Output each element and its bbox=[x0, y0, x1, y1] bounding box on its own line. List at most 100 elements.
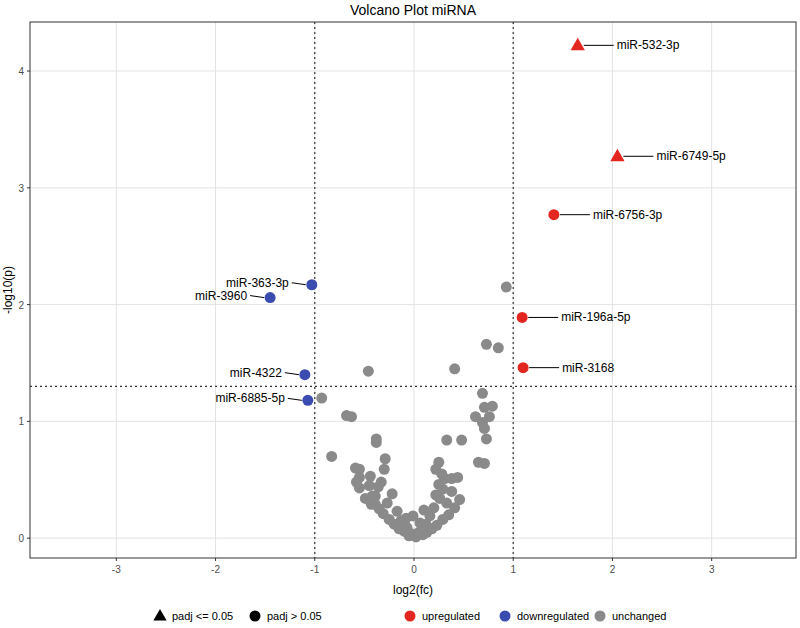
y-tick bbox=[27, 187, 30, 188]
point bbox=[382, 498, 393, 509]
point bbox=[493, 342, 504, 353]
label-connector bbox=[623, 156, 653, 157]
point bbox=[452, 472, 463, 483]
y-tick-label: 2 bbox=[18, 300, 24, 311]
point-label: miR-4322 bbox=[230, 366, 282, 380]
legend-label: unchanged bbox=[612, 610, 666, 622]
point bbox=[371, 437, 382, 448]
x-grid-line bbox=[116, 22, 117, 558]
label-connector bbox=[529, 367, 559, 368]
point bbox=[441, 435, 452, 446]
point bbox=[360, 493, 371, 504]
chart-svg: miR-532-3pmiR-6749-5pmiR-6756-3pmiR-196a… bbox=[0, 0, 800, 628]
x-grid-line bbox=[314, 22, 315, 558]
point bbox=[473, 457, 484, 468]
point bbox=[501, 282, 512, 293]
point bbox=[418, 505, 429, 516]
point bbox=[548, 209, 559, 220]
point bbox=[487, 401, 498, 412]
point bbox=[449, 363, 460, 374]
point bbox=[481, 433, 492, 444]
point bbox=[441, 498, 452, 509]
legend-symbol bbox=[405, 611, 416, 622]
point-label: miR-6885-5p bbox=[215, 391, 285, 405]
point bbox=[354, 482, 365, 493]
point-label: miR-3960 bbox=[195, 289, 247, 303]
point bbox=[517, 312, 528, 323]
point bbox=[380, 453, 391, 464]
point bbox=[365, 471, 376, 482]
x-grid-line bbox=[513, 22, 514, 558]
x-tick bbox=[711, 558, 712, 561]
x-threshold-line bbox=[513, 22, 514, 558]
point bbox=[477, 388, 488, 399]
point bbox=[376, 477, 387, 488]
x-tick-label: 1 bbox=[510, 564, 516, 575]
point-label: miR-532-3p bbox=[617, 38, 680, 52]
label-connector bbox=[560, 214, 590, 215]
y-tick-label: 1 bbox=[18, 416, 24, 427]
x-threshold-line bbox=[314, 22, 315, 558]
point bbox=[379, 464, 390, 475]
legend-symbol bbox=[500, 611, 511, 622]
y-tick bbox=[27, 71, 30, 72]
y-grid-line bbox=[30, 421, 796, 422]
legend-label: padj > 0.05 bbox=[267, 610, 322, 622]
label-connector bbox=[285, 373, 299, 375]
point bbox=[326, 451, 337, 462]
point bbox=[306, 279, 317, 290]
legend-symbol bbox=[250, 611, 261, 622]
point-triangle bbox=[610, 149, 624, 161]
y-tick bbox=[27, 421, 30, 422]
point bbox=[370, 499, 381, 510]
point-label: miR-6749-5p bbox=[656, 149, 726, 163]
label-connector bbox=[584, 45, 614, 46]
points-group bbox=[265, 38, 625, 543]
chart-title: Volcano Plot miRNA bbox=[350, 2, 477, 18]
x-tick bbox=[314, 558, 315, 561]
x-tick bbox=[612, 558, 613, 561]
point-label: miR-3168 bbox=[562, 361, 614, 375]
point-triangle bbox=[571, 38, 585, 50]
point bbox=[363, 366, 374, 377]
x-tick-label: -2 bbox=[211, 564, 220, 575]
y-grid-line bbox=[30, 187, 796, 188]
y-grid-line bbox=[30, 304, 796, 305]
point bbox=[299, 369, 310, 380]
label-connector bbox=[250, 296, 264, 298]
x-grid-line bbox=[413, 22, 414, 558]
x-grid-line bbox=[711, 22, 712, 558]
legend-symbol bbox=[595, 611, 606, 622]
point bbox=[302, 395, 313, 406]
x-tick-label: 3 bbox=[709, 564, 715, 575]
y-tick-label: 3 bbox=[18, 183, 24, 194]
y-tick-label: 4 bbox=[18, 66, 24, 77]
x-tick-label: -3 bbox=[112, 564, 121, 575]
plot-background bbox=[30, 22, 796, 558]
point bbox=[456, 435, 467, 446]
point bbox=[346, 411, 357, 422]
y-tick-label: 0 bbox=[18, 533, 24, 544]
x-axis-title: log2(fc) bbox=[393, 583, 433, 597]
x-tick-label: 0 bbox=[411, 564, 417, 575]
legend-label: padj <= 0.05 bbox=[172, 610, 233, 622]
plot-frame bbox=[30, 22, 796, 558]
x-grid-line bbox=[612, 22, 613, 558]
x-tick bbox=[513, 558, 514, 561]
legend-symbol bbox=[153, 609, 166, 621]
x-tick bbox=[116, 558, 117, 561]
chart-container: miR-532-3pmiR-6749-5pmiR-6756-3pmiR-196a… bbox=[0, 0, 800, 628]
label-connector bbox=[528, 317, 558, 318]
point bbox=[401, 513, 412, 524]
x-tick bbox=[215, 558, 216, 561]
y-grid-line bbox=[30, 71, 796, 72]
x-tick bbox=[413, 558, 414, 561]
label-connector bbox=[292, 283, 306, 285]
legend-label: downregulated bbox=[517, 610, 589, 622]
y-threshold-line bbox=[30, 386, 796, 387]
point bbox=[446, 486, 457, 497]
point bbox=[518, 362, 529, 373]
point bbox=[387, 488, 398, 499]
point bbox=[316, 393, 327, 404]
legend-label: upregulated bbox=[422, 610, 480, 622]
